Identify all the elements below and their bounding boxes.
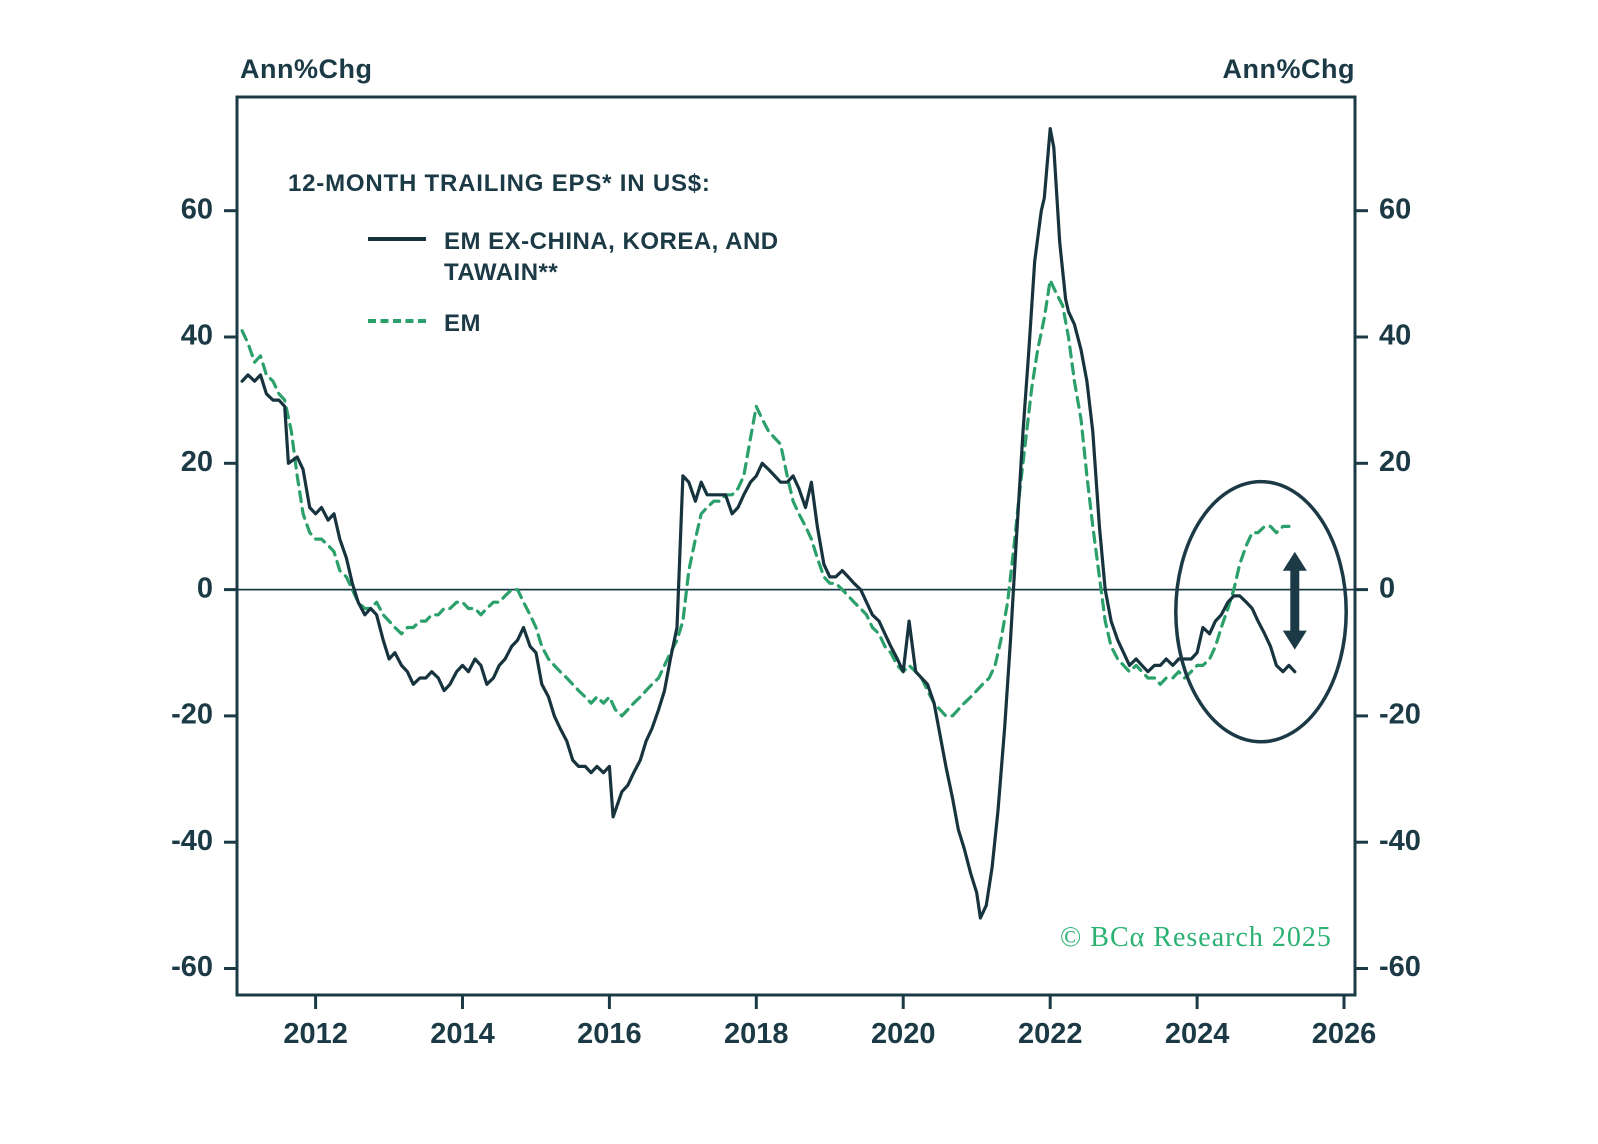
x-tick-label: 2018 (724, 1018, 789, 1050)
y-tick-label-left: 60 (181, 193, 213, 225)
y-tick-label-right: 60 (1379, 193, 1411, 225)
double-arrow (1282, 551, 1307, 650)
x-tick-label: 2020 (871, 1018, 936, 1050)
y-tick-label-left: -40 (171, 825, 213, 857)
x-tick-label: 2024 (1165, 1018, 1230, 1050)
highlight-ellipse (1174, 479, 1348, 744)
dashed-line-swatch (368, 319, 426, 324)
y-tick-label-left: 0 (197, 572, 213, 604)
right-axis-title: Ann%Chg (1222, 54, 1355, 84)
y-tick-label-left: -20 (171, 699, 213, 731)
legend-item-em-ex-china-korea-taiwan: EM EX-CHINA, KOREA, AND TAWAIN** (368, 226, 834, 288)
x-tick-label: 2014 (430, 1018, 495, 1050)
y-tick-label-right: -40 (1379, 825, 1421, 857)
legend: 12-MONTH TRAILING EPS* IN US$: EM EX-CHI… (288, 170, 834, 340)
y-tick-label-right: 40 (1379, 320, 1411, 352)
legend-title: 12-MONTH TRAILING EPS* IN US$: (288, 170, 711, 197)
y-tick-label-left: -60 (171, 951, 213, 983)
series-line-em (240, 278, 1291, 718)
solid-line-swatch (368, 237, 426, 241)
x-tick-label: 2026 (1312, 1018, 1377, 1050)
legend-item-em: EM (368, 308, 834, 339)
y-tick-label-right: 0 (1379, 572, 1395, 604)
x-tick-label: 2016 (577, 1018, 642, 1050)
series-line-em-ex-china-korea-taiwan (240, 127, 1297, 920)
left-axis-title: Ann%Chg (240, 54, 373, 84)
x-tick-label: 2022 (1018, 1018, 1083, 1050)
legend-label-em-ex: EM EX-CHINA, KOREA, AND TAWAIN** (444, 228, 779, 287)
plot-border (235, 95, 1357, 997)
y-tick-label-left: 40 (181, 320, 213, 352)
y-tick-label-right: -20 (1379, 699, 1421, 731)
legend-label-em: EM (444, 310, 481, 338)
y-tick-label-right: 20 (1379, 446, 1411, 478)
copyright-notice: © BCα Research 2025 (1060, 922, 1332, 953)
y-tick-label-right: -60 (1379, 951, 1421, 983)
y-tick-label-left: 20 (181, 446, 213, 478)
x-tick-label: 2012 (283, 1018, 348, 1050)
